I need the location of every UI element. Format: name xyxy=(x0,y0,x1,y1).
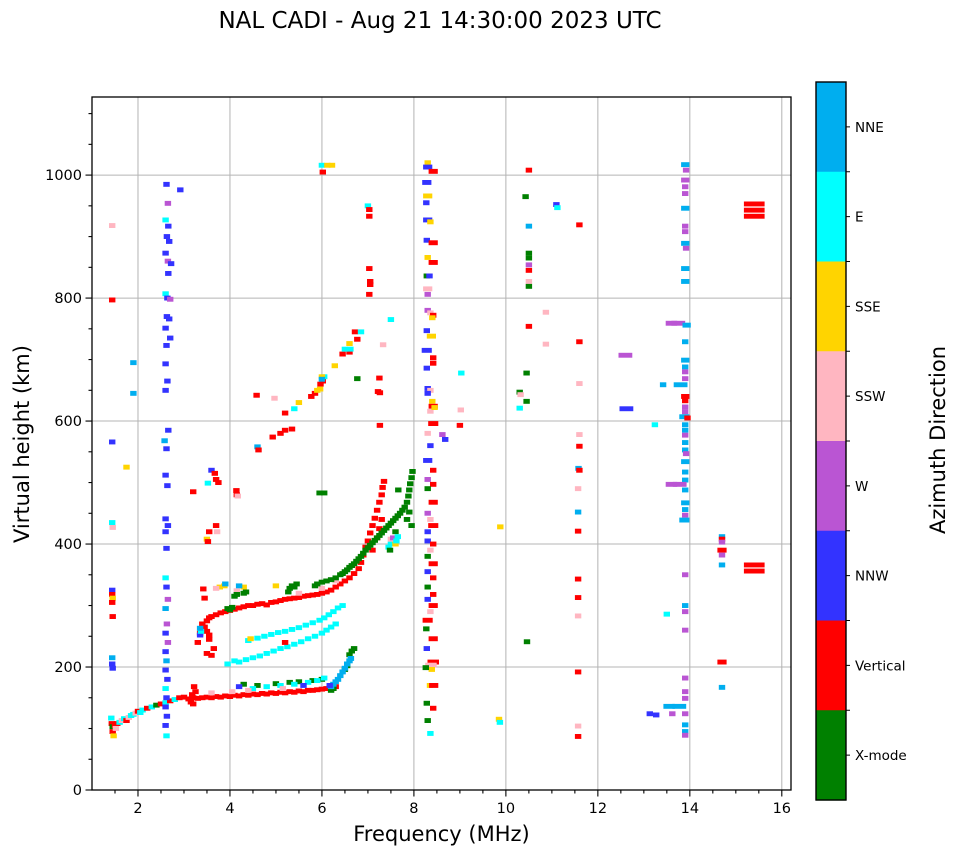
svg-text:Vertical: Vertical xyxy=(855,658,906,674)
colorbar-segment-X-mode xyxy=(816,710,846,801)
page-title: NAL CADI - Aug 21 14:30:00 2023 UTC xyxy=(218,8,662,34)
colorbar-segment-NNW xyxy=(816,530,846,622)
svg-text:400: 400 xyxy=(54,537,82,553)
svg-text:SSE: SSE xyxy=(855,299,881,315)
axis-ticks xyxy=(85,113,783,797)
svg-text:14: 14 xyxy=(681,801,699,817)
svg-text:1000: 1000 xyxy=(45,168,82,184)
svg-text:W: W xyxy=(855,479,868,495)
colorbar-segment-W xyxy=(816,441,846,532)
svg-text:600: 600 xyxy=(54,414,82,430)
colorbar-segment-SSE xyxy=(816,261,846,352)
colorbar-label: Azimuth Direction xyxy=(926,345,950,535)
svg-text:8: 8 xyxy=(409,801,418,817)
svg-text:NNW: NNW xyxy=(855,569,889,585)
svg-text:NNE: NNE xyxy=(855,120,884,136)
colorbar-segment-E xyxy=(816,171,846,263)
svg-text:SSW: SSW xyxy=(855,389,886,405)
colorbar-segment-Vertical xyxy=(816,620,846,711)
y-axis-label: Virtual height (km) xyxy=(10,345,34,543)
svg-text:E: E xyxy=(855,210,864,226)
colorbar-segment-NNE xyxy=(816,82,846,173)
data-points xyxy=(108,160,765,739)
grid-lines xyxy=(92,97,791,790)
x-axis-label: Frequency (MHz) xyxy=(353,822,530,846)
svg-text:10: 10 xyxy=(497,801,515,817)
tick-labels: 2 4 6 8 10 12 14 16 0 200 400 600 800 1000 xyxy=(45,168,791,817)
svg-text:0: 0 xyxy=(73,783,82,799)
svg-text:4: 4 xyxy=(225,801,234,817)
svg-text:2: 2 xyxy=(133,801,142,817)
svg-text:12: 12 xyxy=(589,801,607,817)
svg-text:X-mode: X-mode xyxy=(855,748,907,764)
plot-border xyxy=(91,96,792,791)
svg-text:800: 800 xyxy=(54,291,82,307)
colorbar-segment-SSW xyxy=(816,351,846,442)
colorbar: NNE E SSE SSW W NNW Vertical X-mode xyxy=(815,81,907,801)
svg-text:200: 200 xyxy=(54,660,82,676)
svg-text:6: 6 xyxy=(317,801,326,817)
svg-text:16: 16 xyxy=(773,801,791,817)
